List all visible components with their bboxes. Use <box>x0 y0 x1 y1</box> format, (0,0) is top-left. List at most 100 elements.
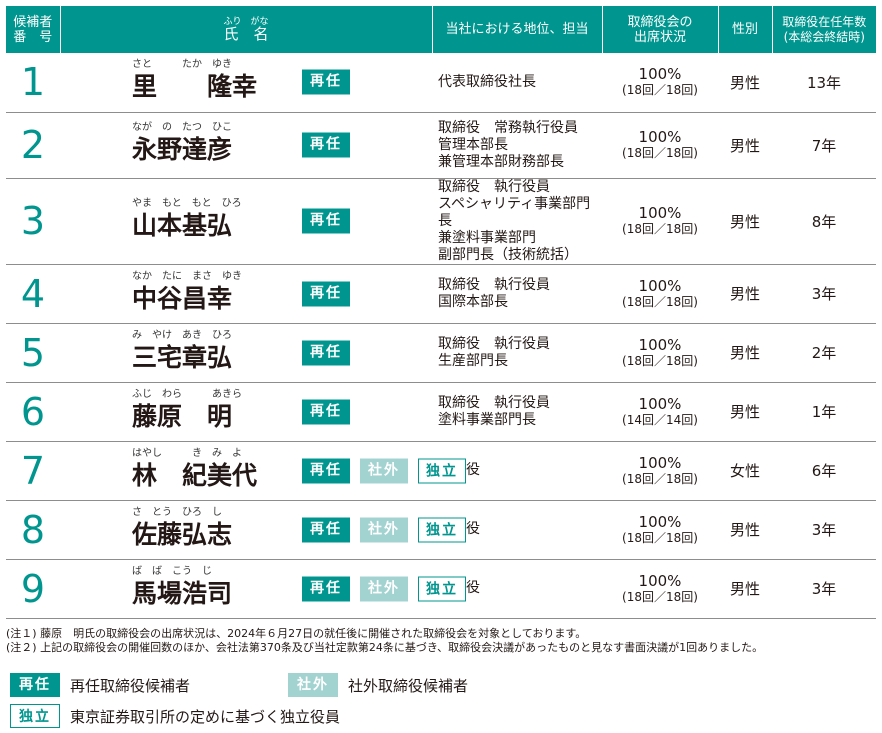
reelect-badge: 再任 <box>302 340 350 365</box>
candidate-position-line: 国際本部長 <box>438 293 508 310</box>
attendance-rate: 100% <box>638 512 682 531</box>
reelect-badge: 再任 <box>302 399 350 424</box>
candidate-name-ruby: さ とう ひろ し <box>132 506 222 518</box>
attendance-detail: (18回／18回) <box>622 589 698 604</box>
table-row: 4 なか たに まさ ゆき 中谷昌幸 再任 取締役 執行役員 国際本部長 100% (18回／… <box>6 264 876 324</box>
candidate-name: 山本基弘 <box>132 211 233 240</box>
candidate-attendance: 100% (18回／18回) <box>602 500 718 560</box>
candidate-name-wrap: なが の たつ ひこ永野達彦 再任 <box>60 113 432 178</box>
candidate-number: 9 <box>6 559 60 619</box>
candidate-position: 取締役 執行役員 生産部門長 <box>432 323 602 383</box>
candidate-position-line: 管理本部長 <box>438 136 508 153</box>
attendance-detail: (18回／18回) <box>622 83 698 98</box>
candidate-name-ruby: なが の たつ ひこ <box>132 122 232 133</box>
independent-badge: 独立 <box>418 458 466 483</box>
candidate-number: 6 <box>6 382 60 442</box>
outside-badge: 社外 <box>360 458 408 483</box>
candidate-attendance: 100% (18回／18回) <box>602 178 718 265</box>
reelect-badge: 再任 <box>302 576 350 601</box>
legend-independent-desc: 東京証券取引所の定めに基づく独立役員 <box>70 707 341 726</box>
candidate-name-cell: なか たに まさ ゆき 中谷昌幸 再任 <box>60 264 432 324</box>
attendance-detail: (18回／18回) <box>622 353 698 368</box>
candidate-name-ruby: やま もと もと ひろ <box>132 198 242 209</box>
candidate-name-wrap: やま もと もと ひろ山本基弘 再任 <box>60 179 432 264</box>
footnotes: (注１) 藤原 明氏の取締役会の出席状況は、2024年６月27日の就任後に開催さ… <box>6 627 763 655</box>
table-row: 6 ふじ わら あきら 藤原 明再任 取締役 執行役員 塗料事業部門長 100% (14回／… <box>6 382 876 442</box>
legend-reelect: 再任 再任取締役候補者 <box>10 673 190 697</box>
candidate-gender: 男性 <box>718 112 772 179</box>
reelect-badge: 再任 <box>302 132 350 158</box>
candidate-name-cell: やま もと もと ひろ山本基弘 再任 <box>60 178 432 265</box>
candidate-attendance: 100% (18回／18回) <box>602 323 718 383</box>
candidate-attendance: 100% (18回／18回) <box>602 53 718 113</box>
candidate-name-wrap: ば ば こう じ馬場浩司 再任 社外 独立 <box>60 560 466 618</box>
candidate-name-ruby: はやし き み よ <box>132 447 242 459</box>
reelect-badge: 再任 <box>302 69 350 95</box>
candidate-name-cell: さ とう ひろ し佐藤弘志 再任 社外 独立 <box>60 500 466 560</box>
candidate-name-ruby: さと たか ゆき <box>132 59 232 71</box>
candidate-badges: 再任 <box>302 281 350 306</box>
candidate-badges: 再任 <box>302 208 350 234</box>
candidate-name-wrap: はやし き み よ林 紀美代 再任 社外 独立 <box>60 442 466 500</box>
candidate-badges: 再任 社外 独立 <box>302 458 466 483</box>
attendance-rate: 100% <box>638 65 682 84</box>
candidate-gender: 男性 <box>718 500 772 560</box>
candidate-number: 8 <box>6 500 60 560</box>
candidate-name-ruby: ふじ わら あきら <box>132 388 242 400</box>
candidate-gender: 男性 <box>718 178 772 265</box>
candidate-position: 取締役 執行役員 スペシャリティ事業部門長 兼塗料事業部門 副部門長（技術統括） <box>432 178 602 265</box>
candidate-name-cell: さと たか ゆき里 隆幸 再任 <box>60 53 432 113</box>
candidate-name: 佐藤弘志 <box>132 519 233 549</box>
candidate-name: 永野達彦 <box>132 135 233 164</box>
candidate-position: 取締役 執行役員 国際本部長 <box>432 264 602 324</box>
table-row: 1 さと たか ゆき里 隆幸 再任 代表取締役社長 100% (18回／18回) 男性 13年 <box>6 53 876 113</box>
footnote-1: (注１) 藤原 明氏の取締役会の出席状況は、2024年６月27日の就任後に開催さ… <box>6 627 587 640</box>
candidate-position: 代表取締役社長 <box>432 53 602 113</box>
candidate-position-line: 生産部門長 <box>438 352 508 369</box>
candidate-position-line: 取締役 執行役員 <box>438 276 550 293</box>
candidate-tenure: 6年 <box>772 441 876 501</box>
attendance-detail: (14回／14回) <box>622 412 698 427</box>
candidate-number: 5 <box>6 323 60 383</box>
table-header-row: 候補者番 号 ふり がな 氏 名 当社における地位、担当 取締役会の 出席状況 性… <box>6 6 876 53</box>
candidate-position-line: 塗料事業部門長 <box>438 411 536 428</box>
candidate-tenure: 7年 <box>772 112 876 179</box>
attendance-detail: (18回／18回) <box>622 294 698 309</box>
attendance-rate: 100% <box>638 204 682 222</box>
candidate-badges: 再任 <box>302 399 350 424</box>
header-gender: 性別 <box>717 6 772 53</box>
candidate-name: 藤原 明 <box>132 401 233 431</box>
candidate-name-wrap: さと たか ゆき里 隆幸 再任 <box>60 53 432 111</box>
candidate-name: 林 紀美代 <box>132 460 258 490</box>
legend-independent-badge: 独立 <box>10 704 60 728</box>
candidate-tenure: 8年 <box>772 178 876 265</box>
candidate-tenure: 2年 <box>772 323 876 383</box>
candidate-name-ruby: ば ば こう じ <box>132 565 212 577</box>
attendance-detail: (18回／18回) <box>622 471 698 486</box>
candidate-position-line: 取締役 執行役員 <box>438 178 550 195</box>
candidate-position-line: 兼管理本部財務部長 <box>438 153 564 170</box>
attendance-detail: (18回／18回) <box>622 146 698 160</box>
candidate-name-wrap: さ とう ひろ し佐藤弘志 再任 社外 独立 <box>60 501 466 559</box>
attendance-rate: 100% <box>638 394 682 413</box>
table-row: 2 なが の たつ ひこ 永野達彦 再任 取締役 常務執行役員 管理本部長 兼管理本部財務部… <box>6 112 876 179</box>
candidate-gender: 男性 <box>718 559 772 619</box>
header-tenure: 取締役在任年数 (本総会終結時) <box>771 6 876 53</box>
legend-outside-desc: 社外取締役候補者 <box>348 676 469 695</box>
candidate-tenure: 3年 <box>772 264 876 324</box>
table-row: 3 やま もと もと ひろ山本基弘 再任 取締役 執行役員 スペシャリティ事業部門長 兼塗… <box>6 178 876 265</box>
header-candidate-number: 候補者番 号 <box>6 6 60 53</box>
attendance-rate: 100% <box>638 571 682 590</box>
attendance-detail: (18回／18回) <box>622 222 698 236</box>
candidate-name-cell: ふじ わら あきら 藤原 明 再任 <box>60 382 432 442</box>
candidate-gender: 男性 <box>718 264 772 324</box>
candidate-number: 1 <box>6 53 60 113</box>
header-name: ふり がな 氏 名 <box>59 6 432 53</box>
candidate-tenure: 3年 <box>772 559 876 619</box>
candidate-number: 3 <box>6 178 60 265</box>
candidate-attendance: 100% (18回／18回) <box>602 264 718 324</box>
candidate-name-ruby: み やけ あき ひろ <box>132 329 232 341</box>
candidate-gender: 女性 <box>718 441 772 501</box>
reelect-badge: 再任 <box>302 208 350 234</box>
